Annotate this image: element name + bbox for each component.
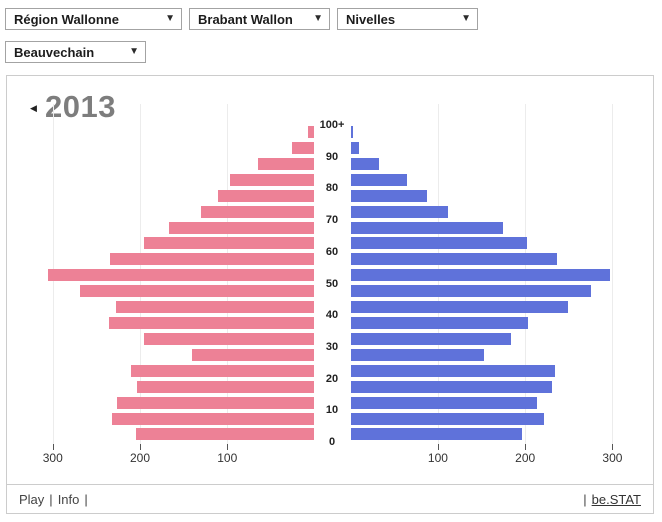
age-axis-label: 60	[325, 245, 339, 258]
pyramid-chart-panel: ◀ 2013 100 100 200 200 300 300 100+ 90 80 70 60 50 4…	[6, 75, 654, 514]
pyramid-bar-right	[350, 237, 527, 250]
chevron-down-icon: ▼	[313, 13, 323, 24]
footer-separator: |	[84, 491, 88, 507]
pyramid-bar-right	[350, 348, 485, 361]
play-button[interactable]: Play	[19, 491, 45, 507]
age-axis-label: 40	[325, 309, 339, 322]
pyramid-bar-right	[350, 221, 503, 234]
pyramid-bar-left	[144, 237, 315, 250]
province-dropdown[interactable]: Brabant Wallon ▼	[189, 8, 330, 30]
value-axis-label-left: 100	[217, 451, 238, 465]
pyramid-bar-left	[110, 253, 315, 266]
pyramid-bar-left	[109, 317, 315, 330]
chart-footer: Play | Info | | be.STAT	[7, 484, 653, 513]
age-axis-label: 20	[325, 372, 339, 385]
pyramid-bar-left	[257, 157, 315, 170]
region-dropdown-value: Région Wallonne	[14, 11, 119, 27]
pyramid-bar-right	[350, 317, 528, 330]
pyramid-bar-right	[350, 396, 537, 409]
value-axis-label-left: 200	[129, 451, 151, 465]
pyramid-bar-right	[350, 412, 544, 425]
arrondissement-dropdown[interactable]: Nivelles ▼	[337, 8, 478, 30]
pyramid-bar-left	[201, 205, 315, 218]
pyramid-bar-right	[350, 157, 380, 170]
chevron-down-icon: ▼	[461, 13, 471, 24]
pyramid-bar-right	[350, 173, 408, 186]
pyramid-bar-right	[350, 301, 568, 314]
age-axis-label: 80	[325, 182, 339, 195]
pyramid-bar-left	[137, 380, 315, 393]
pyramid-bar-right	[350, 126, 354, 138]
age-axis-label: 50	[325, 277, 339, 290]
age-axis-label: 30	[325, 340, 339, 353]
pyramid-bar-right	[350, 269, 610, 282]
axis-tick	[140, 444, 141, 450]
bestat-link[interactable]: be.STAT	[591, 491, 641, 507]
pyramid-bar-right	[350, 189, 427, 202]
pyramid-bar-left	[131, 364, 315, 377]
region-dropdown[interactable]: Région Wallonne ▼	[5, 8, 182, 30]
value-axis-label-right: 100	[427, 451, 448, 465]
pyramid-bar-right	[350, 428, 522, 441]
pyramid-bar-left	[47, 269, 315, 282]
value-axis-label-right: 300	[602, 451, 623, 465]
chevron-down-icon: ▼	[165, 13, 175, 24]
previous-year-arrow-icon[interactable]: ◀	[30, 103, 37, 113]
province-dropdown-value: Brabant Wallon	[198, 11, 293, 27]
value-axis-label-left: 300	[42, 451, 63, 465]
pyramid-bar-left	[217, 189, 315, 202]
pyramid-bar-right	[350, 205, 448, 218]
pyramid-bar-right	[350, 253, 558, 266]
pyramid-bar-right	[350, 364, 555, 377]
axis-tick	[437, 444, 439, 450]
age-axis-label: 70	[325, 214, 339, 227]
gridline	[612, 104, 614, 444]
info-button[interactable]: Info	[57, 491, 80, 507]
arrondissement-dropdown-value: Nivelles	[346, 11, 396, 27]
axis-tick	[227, 444, 229, 450]
pyramid-bar-left	[135, 428, 315, 441]
pyramid-bar-left	[117, 396, 315, 409]
pyramid-bar-left	[308, 126, 315, 138]
municipality-dropdown[interactable]: Beauvechain ▼	[5, 41, 146, 63]
pyramid-bar-right	[350, 285, 591, 298]
pyramid-bar-left	[115, 301, 315, 314]
age-axis-label: 10	[325, 404, 339, 417]
age-axis-label: 0	[328, 436, 336, 448]
pyramid-bar-right	[350, 141, 360, 154]
population-pyramid-plot: 100 100 200 200 300 300 100+ 90 80 70 60 50 40 30 20 10…	[7, 76, 653, 484]
axis-tick	[612, 444, 614, 450]
value-axis-label-right: 200	[515, 451, 536, 465]
footer-separator: |	[583, 491, 587, 507]
pyramid-bar-right	[350, 332, 512, 345]
municipality-dropdown-value: Beauvechain	[14, 44, 95, 60]
pyramid-bar-left	[229, 173, 315, 186]
pyramid-bar-left	[291, 141, 315, 154]
footer-separator: |	[49, 491, 53, 507]
axis-tick	[525, 444, 527, 450]
age-axis-label: 100+	[319, 119, 345, 131]
pyramid-bar-left	[192, 348, 315, 361]
pyramid-bar-left	[112, 412, 315, 425]
pyramid-bar-right	[350, 380, 553, 393]
age-axis-label: 90	[325, 150, 339, 163]
pyramid-bar-left	[79, 285, 315, 298]
axis-tick	[52, 444, 54, 450]
chevron-down-icon: ▼	[129, 46, 139, 57]
pyramid-bar-left	[168, 221, 315, 234]
pyramid-bar-left	[144, 332, 315, 345]
year-title: 2013	[45, 89, 116, 124]
